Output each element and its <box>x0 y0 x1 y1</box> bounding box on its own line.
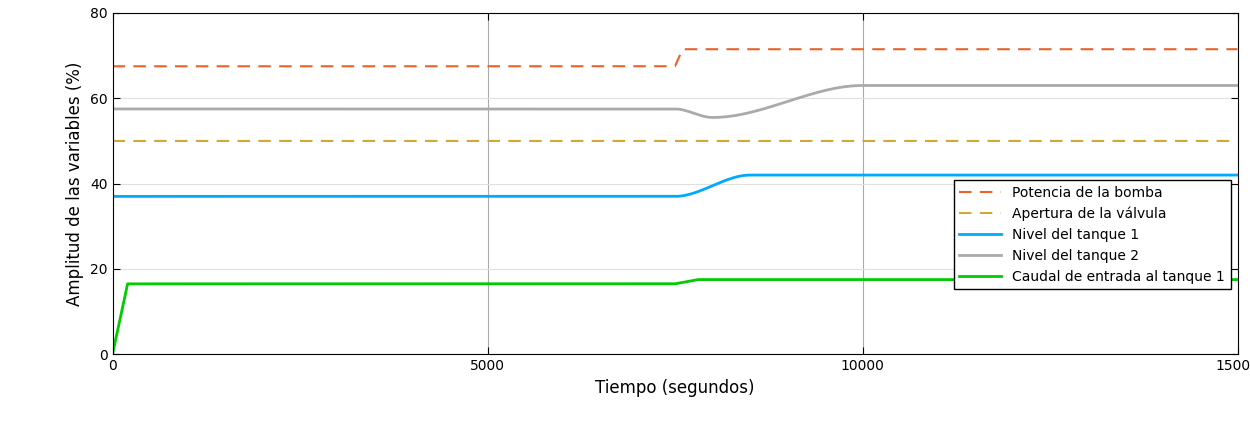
Legend: Potencia de la bomba, Apertura de la válvula, Nivel del tanque 1, Nivel del tanq: Potencia de la bomba, Apertura de la vál… <box>954 180 1230 289</box>
X-axis label: Tiempo (segundos): Tiempo (segundos) <box>595 379 755 397</box>
Y-axis label: Amplitud de las variables (%): Amplitud de las variables (%) <box>66 61 85 306</box>
